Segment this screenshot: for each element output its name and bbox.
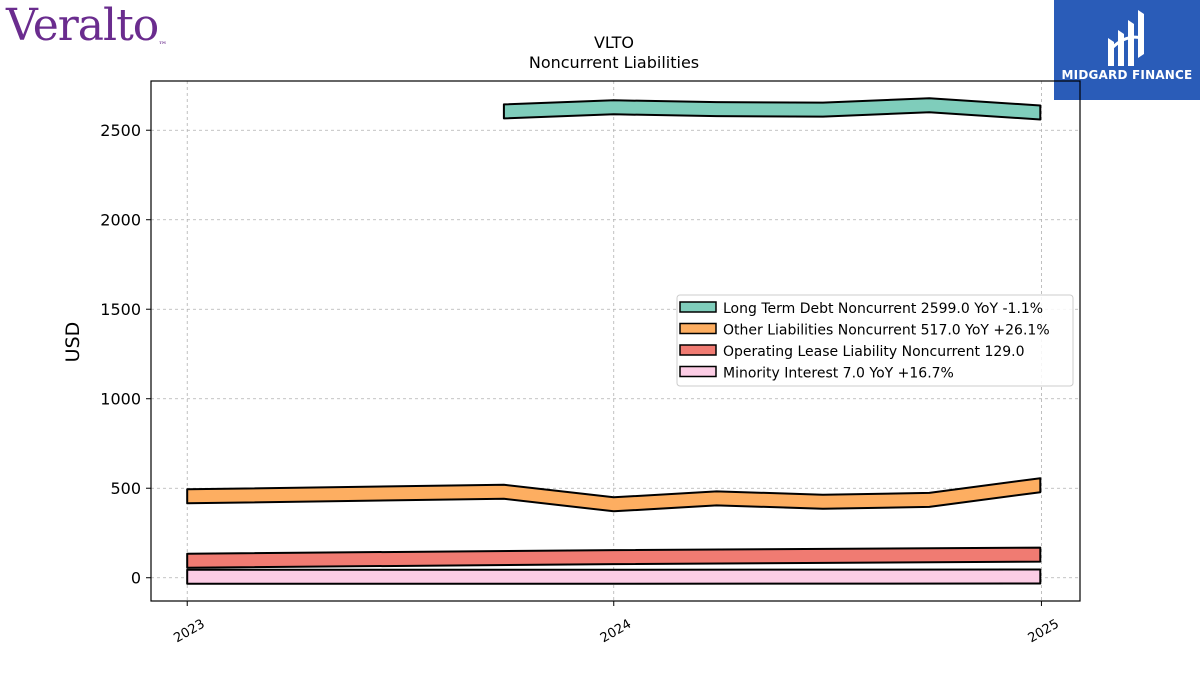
chart-title: VLTO — [594, 33, 634, 52]
plot-frame — [150, 80, 1081, 602]
series-band-other-liabilities-noncurrent — [186, 477, 1042, 513]
legend-label-minority-interest: Minority Interest 7.0 YoY +16.7% — [723, 366, 954, 382]
legend-swatch-long-term-debt-noncurrent — [679, 301, 717, 313]
y-tick-label: 2000 — [100, 211, 141, 230]
midgard-finance-name: MIDGARD FINANCE — [1061, 68, 1193, 82]
x-tick-label: 2025 — [1026, 617, 1062, 647]
chart-subtitle: Noncurrent Liabilities — [529, 53, 699, 72]
series-band-minority-interest — [186, 568, 1042, 585]
x-axis-ticks: 2023 2024 2025 — [171, 601, 1062, 647]
midgard-finance-logo: MIDGARD FINANCE — [1054, 0, 1200, 100]
series-band-operating-lease-liability-noncurrent — [186, 546, 1042, 569]
legend-label-operating-lease-liability-noncurrent: Operating Lease Liability Noncurrent 129… — [723, 344, 1025, 360]
midgard-emblem-icon — [1108, 10, 1144, 66]
legend-label-long-term-debt-noncurrent: Long Term Debt Noncurrent 2599.0 YoY -1.… — [723, 301, 1043, 317]
y-tick-label: 2500 — [100, 121, 141, 140]
y-axis-ticks: 0 500 1000 1500 2000 2500 — [100, 121, 151, 588]
y-tick-label: 0 — [131, 569, 141, 588]
legend-swatch-other-liabilities-noncurrent — [679, 322, 717, 335]
legend-swatch-operating-lease-liability-noncurrent — [679, 344, 717, 356]
veralto-logo: Veralto™ — [6, 0, 167, 51]
y-tick-label: 1000 — [100, 390, 141, 409]
x-tick-label: 2023 — [171, 617, 207, 647]
y-tick-label: 1500 — [100, 300, 141, 319]
x-tick-label: 2024 — [598, 617, 634, 647]
legend-swatch-minority-interest — [679, 365, 717, 378]
legend-label-other-liabilities-noncurrent: Other Liabilities Noncurrent 517.0 YoY +… — [723, 323, 1050, 339]
legend: Long Term Debt Noncurrent 2599.0 YoY -1.… — [676, 294, 1074, 387]
series-band-long-term-debt-noncurrent — [502, 97, 1042, 121]
y-tick-label: 500 — [110, 479, 141, 498]
series-bands — [186, 97, 1042, 585]
veralto-logo-text: Veralto — [6, 0, 159, 51]
legend-box — [676, 294, 1074, 387]
y-axis-label: USD — [62, 322, 84, 363]
